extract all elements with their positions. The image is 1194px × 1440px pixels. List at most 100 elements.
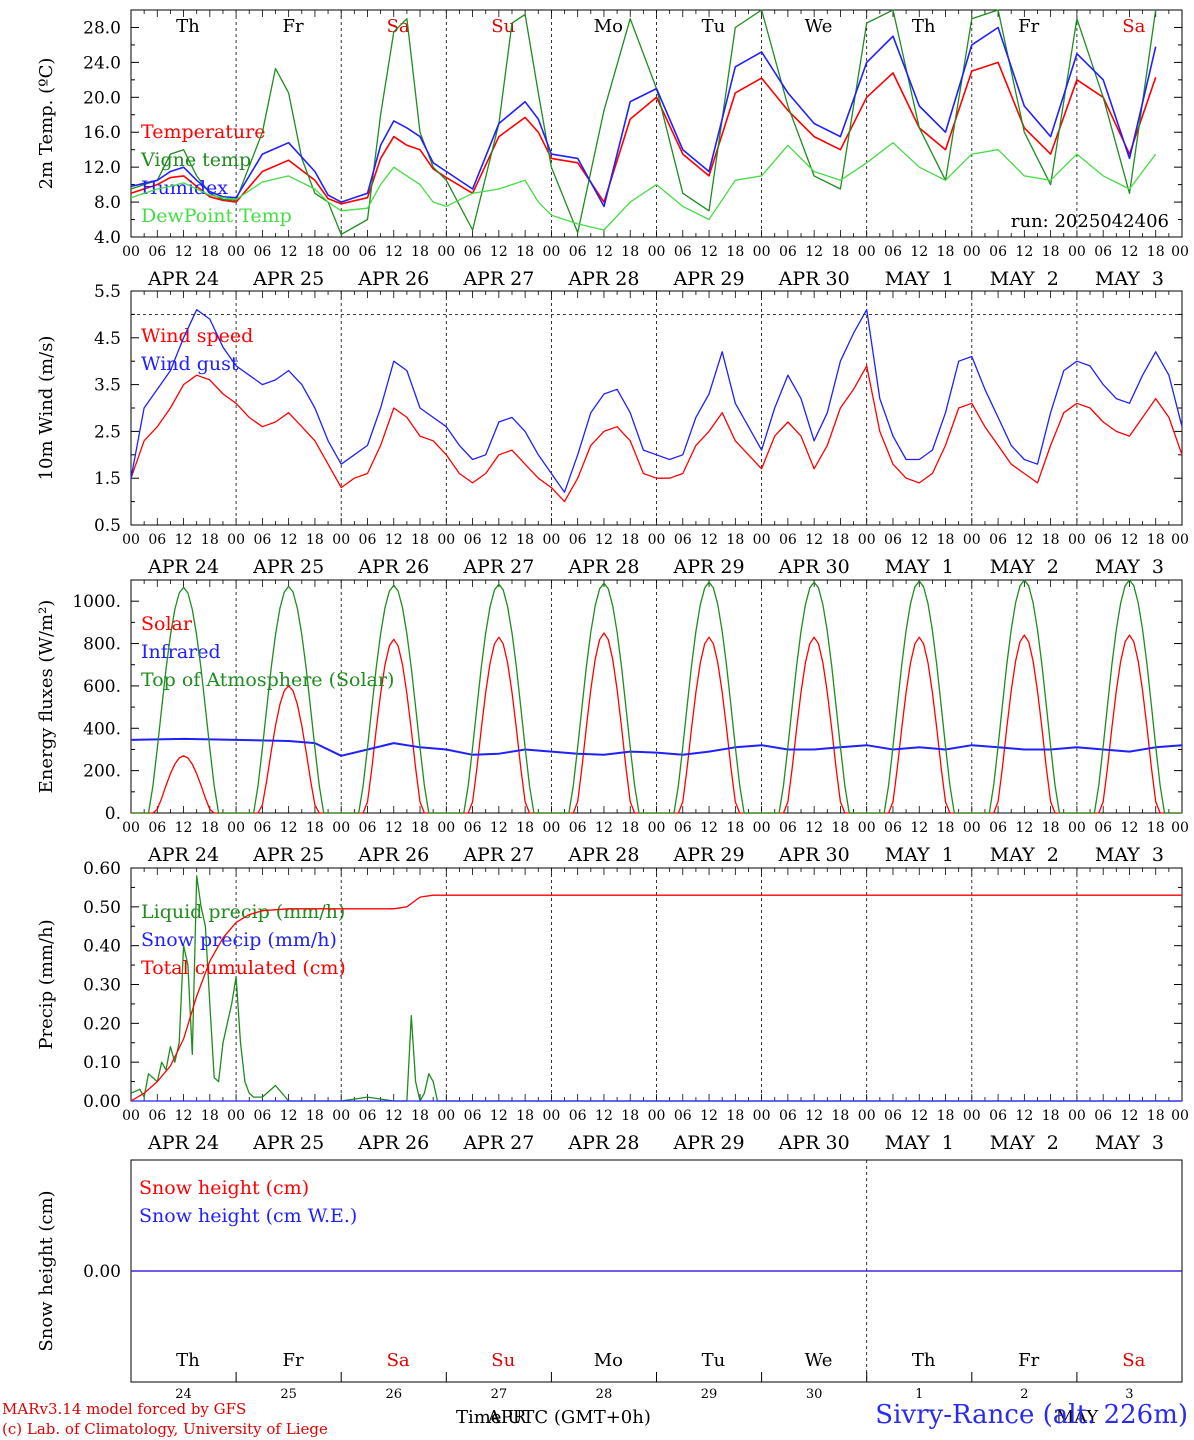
panel-2-hour-label: 18 — [201, 820, 219, 836]
panel-1-date-label: APR 25 — [252, 556, 324, 578]
panel-2-hour-label: 06 — [359, 820, 377, 836]
bottom-day-number: 25 — [280, 1387, 297, 1402]
panel-1-hour-label: 12 — [385, 532, 403, 548]
panel-1-date-label: APR 27 — [462, 556, 534, 578]
panel-3-y-tick-label: 0.00 — [83, 1092, 121, 1112]
weekday-label: Su — [491, 16, 515, 37]
panel-2-hour-label: 12 — [490, 820, 508, 836]
panel-0-series-temperature — [130, 61, 1157, 205]
panel-3-hour-label: 06 — [884, 1108, 902, 1124]
panel-3-hour-label: 06 — [989, 1108, 1007, 1124]
panel-1-hour-label: 18 — [937, 532, 955, 548]
panel-3-date-label: MAY 2 — [990, 1132, 1059, 1154]
panel-3-hour-label: 12 — [280, 1108, 298, 1124]
panel-2-date-label: MAY 3 — [1095, 844, 1164, 866]
panel-3-hour-label: 12 — [595, 1108, 613, 1124]
panel-2-y-tick-label: 1000. — [72, 592, 121, 612]
panel-1-hour-label: 18 — [832, 532, 850, 548]
panel-0-hour-label: 06 — [569, 244, 587, 260]
bottom-day-number: 3 — [1125, 1387, 1133, 1402]
panel-4-legend-1: Snow height (cm W.E.) — [139, 1205, 357, 1227]
panel-3-date-label: APR 25 — [252, 1132, 324, 1154]
weekday-label: Th — [176, 1350, 200, 1371]
panel-0-hour-label: 06 — [253, 244, 271, 260]
panel-1-hour-label: 18 — [621, 532, 639, 548]
weekday-label: Sa — [1122, 1350, 1145, 1371]
panel-0-legend-1: Vigne temp — [140, 149, 251, 171]
panel-0-hour-label: 18 — [306, 244, 324, 260]
panel-1-series-wind-gust — [130, 309, 1183, 493]
panel-3-hour-label: 00 — [122, 1108, 140, 1124]
panel-0-date-label: MAY 2 — [990, 268, 1059, 290]
bottom-month-label: APR — [487, 1407, 527, 1428]
panel-1-hour-label-end: 00 — [1171, 532, 1189, 548]
panel-1-hour-label: 06 — [884, 532, 902, 548]
panel-1-hour-label: 12 — [280, 532, 298, 548]
panel-3-hour-label: 00 — [227, 1108, 245, 1124]
panel-2-hour-label: 18 — [832, 820, 850, 836]
panel-2-hour-label: 06 — [253, 820, 271, 836]
panel-3-hour-label: 18 — [306, 1108, 324, 1124]
panel-2-legend-1: Infrared — [141, 641, 221, 663]
bottom-day-number: 29 — [701, 1387, 718, 1402]
panel-1-hour-label: 00 — [332, 532, 350, 548]
panel-1-hour-label: 06 — [253, 532, 271, 548]
panel-3-y-axis-label: Precip (mm/h) — [36, 919, 57, 1049]
panel-0-hour-label: 00 — [332, 244, 350, 260]
panel-0-hour-label: 12 — [175, 244, 193, 260]
weekday-label: Mo — [594, 1350, 623, 1371]
panel-1-hour-label: 12 — [805, 532, 823, 548]
panel-1-y-tick-label: 4.5 — [94, 329, 121, 349]
panel-2-hour-label: 06 — [1094, 820, 1112, 836]
panel-0-hour-label: 00 — [437, 244, 455, 260]
panel-0-hour-label: 18 — [621, 244, 639, 260]
panel-0-y-tick-label: 4.0 — [94, 228, 121, 248]
panel-0-hour-label: 00 — [648, 244, 666, 260]
panel-0-date-label: APR 25 — [252, 268, 324, 290]
panel-1-hour-label: 18 — [201, 532, 219, 548]
panel-3-hour-label: 06 — [779, 1108, 797, 1124]
panel-0-hour-label: 00 — [1068, 244, 1086, 260]
panel-3-y-tick-label: 0.50 — [83, 898, 121, 918]
station-name: Sivry-Rance (alt. 226m) — [875, 1400, 1188, 1430]
panel-2-hour-label: 12 — [595, 820, 613, 836]
panel-0-hour-label: 12 — [490, 244, 508, 260]
panel-3-date-label: MAY 3 — [1095, 1132, 1164, 1154]
panel-1-hour-label: 18 — [516, 532, 534, 548]
panel-1-y-tick-label: 2.5 — [94, 422, 121, 442]
panel-3-hour-label: 18 — [726, 1108, 744, 1124]
panel-2-series-top-of-atmosphere-solar- — [131, 579, 1182, 814]
panel-3-legend-1: Snow precip (mm/h) — [141, 929, 337, 951]
panel-1-hour-label: 12 — [490, 532, 508, 548]
panel-3-hour-label-end: 00 — [1171, 1108, 1189, 1124]
panel-0-hour-label: 00 — [753, 244, 771, 260]
panel-3-y-tick-label: 0.60 — [83, 859, 121, 879]
panel-1-y-tick-label: 0.5 — [94, 516, 121, 536]
panel-0-series-dewpoint-temp — [130, 142, 1157, 231]
panel-0-hour-label: 00 — [858, 244, 876, 260]
panel-3-hour-label: 18 — [1042, 1108, 1060, 1124]
panel-2-legend-2: Top of Atmosphere (Solar) — [141, 669, 394, 691]
panel-2-hour-label: 18 — [411, 820, 429, 836]
panel-2-hour-label: 12 — [175, 820, 193, 836]
panel-1-date-label: APR 28 — [567, 556, 639, 578]
panel-0-hour-label: 18 — [411, 244, 429, 260]
panel-0-hour-label: 12 — [385, 244, 403, 260]
panel-2-hour-label: 12 — [1121, 820, 1139, 836]
panel-1-date-label: MAY 1 — [885, 556, 954, 578]
panel-0-hour-label: 18 — [516, 244, 534, 260]
panel-2-legend-0: Solar — [141, 613, 193, 635]
bottom-day-number: 24 — [175, 1387, 192, 1402]
bottom-day-number: 26 — [385, 1387, 402, 1402]
panel-2-hour-label: 00 — [332, 820, 350, 836]
panel-2-date-label: MAY 2 — [990, 844, 1059, 866]
weekday-label: We — [805, 1350, 833, 1371]
panel-1-hour-label: 00 — [753, 532, 771, 548]
panel-0-series-vigne-temp — [130, 9, 1157, 236]
panel-3-hour-label: 18 — [201, 1108, 219, 1124]
panel-3-date-label: APR 29 — [673, 1132, 745, 1154]
panel-1-hour-label: 18 — [411, 532, 429, 548]
panel-1-y-axis-label: 10m Wind (m/s) — [36, 336, 57, 481]
panel-3-date-label: APR 28 — [567, 1132, 639, 1154]
